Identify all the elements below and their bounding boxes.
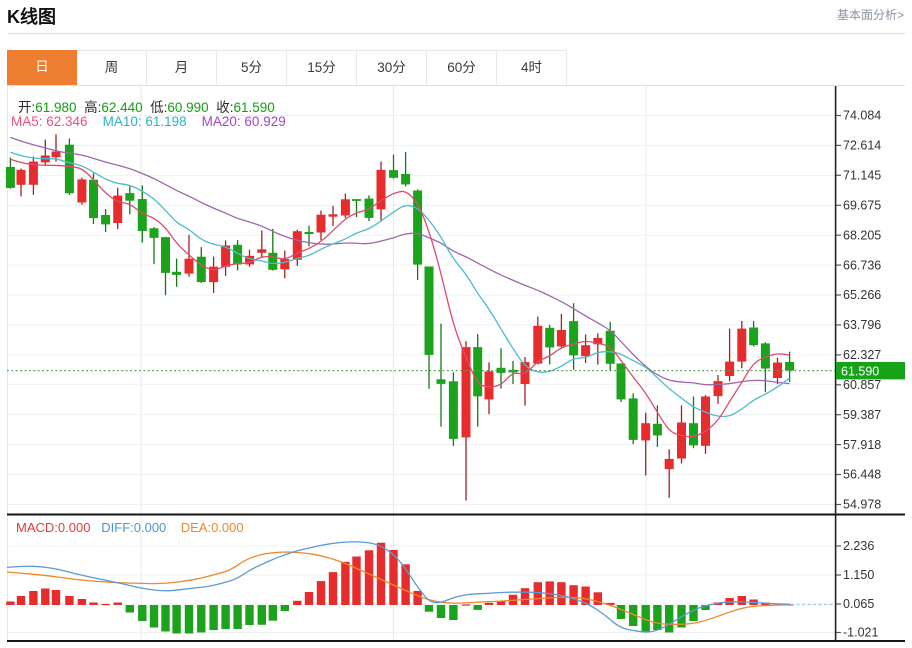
svg-text:65.266: 65.266 [843,288,881,302]
svg-text:63.796: 63.796 [843,318,881,332]
svg-text:60.857: 60.857 [843,378,881,392]
svg-text:59.387: 59.387 [843,408,881,422]
svg-text:-1.021: -1.021 [843,626,878,640]
svg-text:2.236: 2.236 [843,539,874,553]
svg-text:62.327: 62.327 [843,348,881,362]
svg-text:54.978: 54.978 [843,498,881,512]
svg-text:72.614: 72.614 [843,139,881,153]
svg-text:68.205: 68.205 [843,228,881,242]
svg-text:66.736: 66.736 [843,258,881,272]
svg-text:0.065: 0.065 [843,597,874,611]
svg-text:57.918: 57.918 [843,438,881,452]
svg-text:1.150: 1.150 [843,568,874,582]
svg-text:71.145: 71.145 [843,169,881,183]
svg-text:56.448: 56.448 [843,468,881,482]
svg-text:74.084: 74.084 [843,109,881,123]
svg-text:61.590: 61.590 [841,364,879,378]
svg-text:69.675: 69.675 [843,199,881,213]
